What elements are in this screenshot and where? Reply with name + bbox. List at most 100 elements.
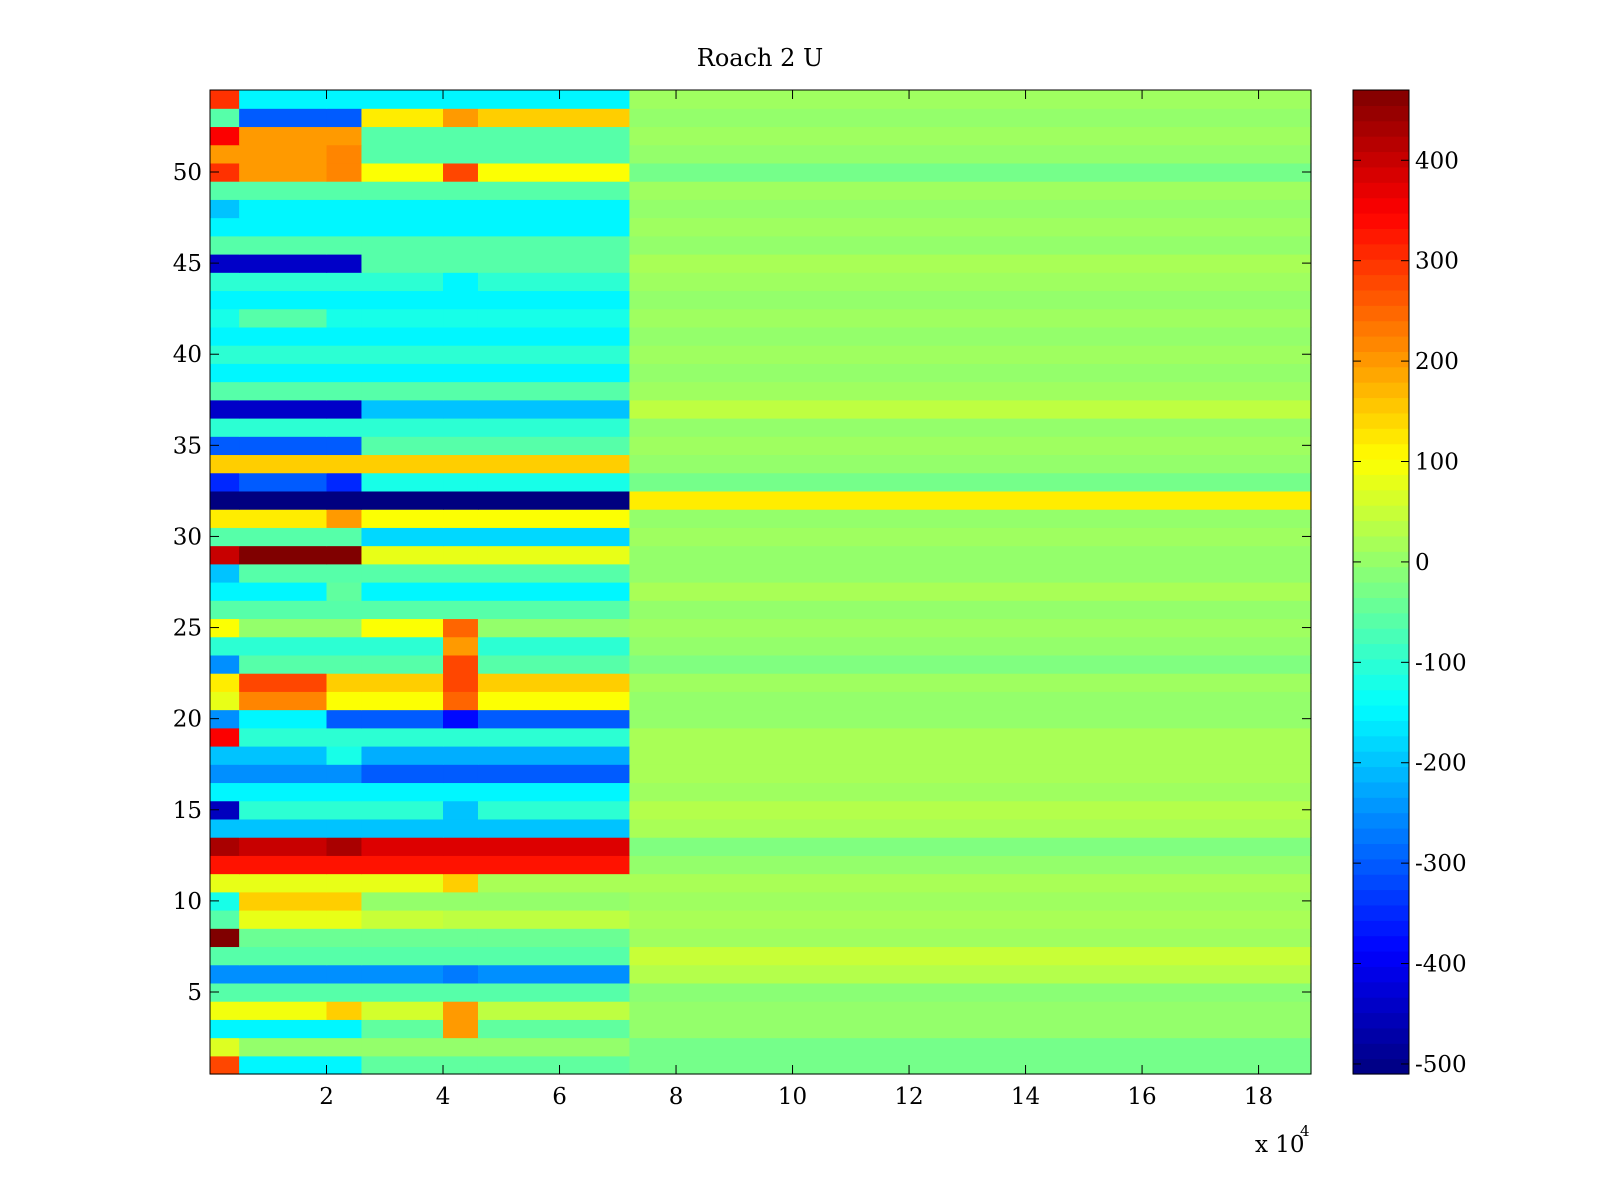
- colorbar-segment: [1353, 612, 1409, 629]
- heatmap-cell: [210, 910, 240, 929]
- heatmap-cell: [629, 727, 1312, 747]
- colorbar-segment: [1353, 1027, 1409, 1044]
- heatmap-cell: [477, 1001, 631, 1020]
- heatmap-cell: [361, 199, 444, 219]
- heatmap-cell: [361, 345, 444, 364]
- heatmap-cell: [361, 162, 444, 182]
- heatmap-cell: [629, 454, 1312, 474]
- heatmap-cell: [361, 545, 444, 565]
- heatmap-cell: [326, 563, 363, 583]
- heatmap-cell: [326, 235, 363, 255]
- x-tick-label: 2: [319, 1084, 334, 1110]
- colorbar-segment: [1353, 535, 1409, 552]
- heatmap-cell: [477, 472, 631, 492]
- heatmap-cell: [210, 709, 240, 729]
- colorbar-segment: [1353, 243, 1409, 260]
- heatmap-cell: [326, 490, 363, 510]
- colorbar-segment: [1353, 213, 1409, 229]
- heatmap-cell: [239, 454, 328, 474]
- heatmap-cell: [210, 472, 240, 492]
- heatmap-cell: [477, 181, 631, 200]
- heatmap-cell: [210, 126, 240, 146]
- colorbar-segment: [1353, 182, 1409, 199]
- colorbar-tick-label: 400: [1415, 148, 1459, 174]
- heatmap-cell: [239, 290, 328, 310]
- heatmap-cell: [210, 891, 240, 911]
- heatmap-cell: [629, 308, 1312, 328]
- heatmap-cell: [443, 709, 479, 729]
- heatmap-cell: [361, 1001, 444, 1020]
- colorbar-segment: [1353, 489, 1409, 506]
- heatmap-cell: [239, 345, 328, 364]
- heatmap-cell: [477, 308, 631, 328]
- heatmap-cell: [477, 764, 631, 784]
- heatmap-cell: [210, 1001, 240, 1020]
- heatmap-cell: [326, 709, 363, 729]
- heatmap-cell: [239, 472, 328, 492]
- heatmap-cell: [477, 527, 631, 547]
- heatmap-cell: [210, 199, 240, 219]
- heatmap-cell: [326, 199, 363, 219]
- heatmap-cell: [443, 964, 479, 984]
- heatmap-cell: [629, 654, 1312, 674]
- heatmap-cell: [326, 108, 363, 128]
- heatmap-cell: [326, 727, 363, 747]
- heatmap-cell: [443, 782, 479, 802]
- heatmap-cell: [361, 654, 444, 674]
- colorbar-segment: [1353, 1058, 1409, 1075]
- heatmap-cell: [629, 855, 1312, 875]
- heatmap-cell: [443, 582, 479, 601]
- heatmap-cell: [326, 472, 363, 492]
- heatmap-cell: [477, 217, 631, 237]
- heatmap-cell: [210, 764, 240, 784]
- heatmap-cell: [239, 691, 328, 711]
- x-tick-label: 8: [669, 1084, 684, 1110]
- heatmap-cell: [443, 891, 479, 911]
- heatmap-cell: [629, 418, 1312, 437]
- heatmap-cell: [629, 290, 1312, 310]
- heatmap-cell: [443, 90, 479, 109]
- heatmap-cell: [443, 272, 479, 292]
- heatmap-cell: [477, 254, 631, 273]
- colorbar-segment: [1353, 412, 1409, 429]
- heatmap-cell: [210, 964, 240, 984]
- heatmap-cell: [629, 582, 1312, 601]
- y-tick-label: 50: [173, 160, 202, 186]
- heatmap-cell: [443, 545, 479, 565]
- colorbar-segment: [1353, 151, 1409, 168]
- heatmap-cell: [629, 545, 1312, 565]
- heatmap-cell: [477, 727, 631, 747]
- heatmap-cell: [210, 673, 240, 692]
- heatmap-cell: [326, 399, 363, 419]
- heatmap-cell: [210, 545, 240, 565]
- heatmap-cell: [629, 272, 1312, 292]
- heatmap-cell: [629, 764, 1312, 784]
- heatmap-cell: [477, 126, 631, 146]
- heatmap-cell: [326, 418, 363, 437]
- heatmap-cell: [239, 928, 328, 948]
- heatmap-cell: [629, 673, 1312, 692]
- heatmap-cell: [361, 399, 444, 419]
- heatmap-cell: [477, 509, 631, 528]
- heatmap-cell: [477, 618, 631, 638]
- heatmap-cell: [361, 727, 444, 747]
- heatmap-cell: [477, 1037, 631, 1057]
- colorbar-segment: [1353, 551, 1409, 568]
- heatmap-cell: [210, 308, 240, 328]
- heatmap-cell: [629, 436, 1312, 456]
- colorbar-tick-label: 200: [1415, 349, 1459, 375]
- heatmap-cell: [326, 600, 363, 620]
- heatmap-cell: [210, 618, 240, 638]
- x-tick-label: 18: [1244, 1084, 1273, 1110]
- y-tick-label: 20: [173, 707, 202, 733]
- heatmap-cell: [210, 490, 240, 510]
- colorbar-segment: [1353, 505, 1409, 522]
- heatmap-cell: [361, 764, 444, 784]
- heatmap-cell: [443, 254, 479, 273]
- heatmap-cell: [629, 199, 1312, 219]
- heatmap-cell: [629, 527, 1312, 547]
- heatmap-cell: [239, 946, 328, 966]
- heatmap-cell: [239, 709, 328, 729]
- heatmap-cell: [629, 254, 1312, 273]
- colorbar-segment: [1353, 305, 1409, 322]
